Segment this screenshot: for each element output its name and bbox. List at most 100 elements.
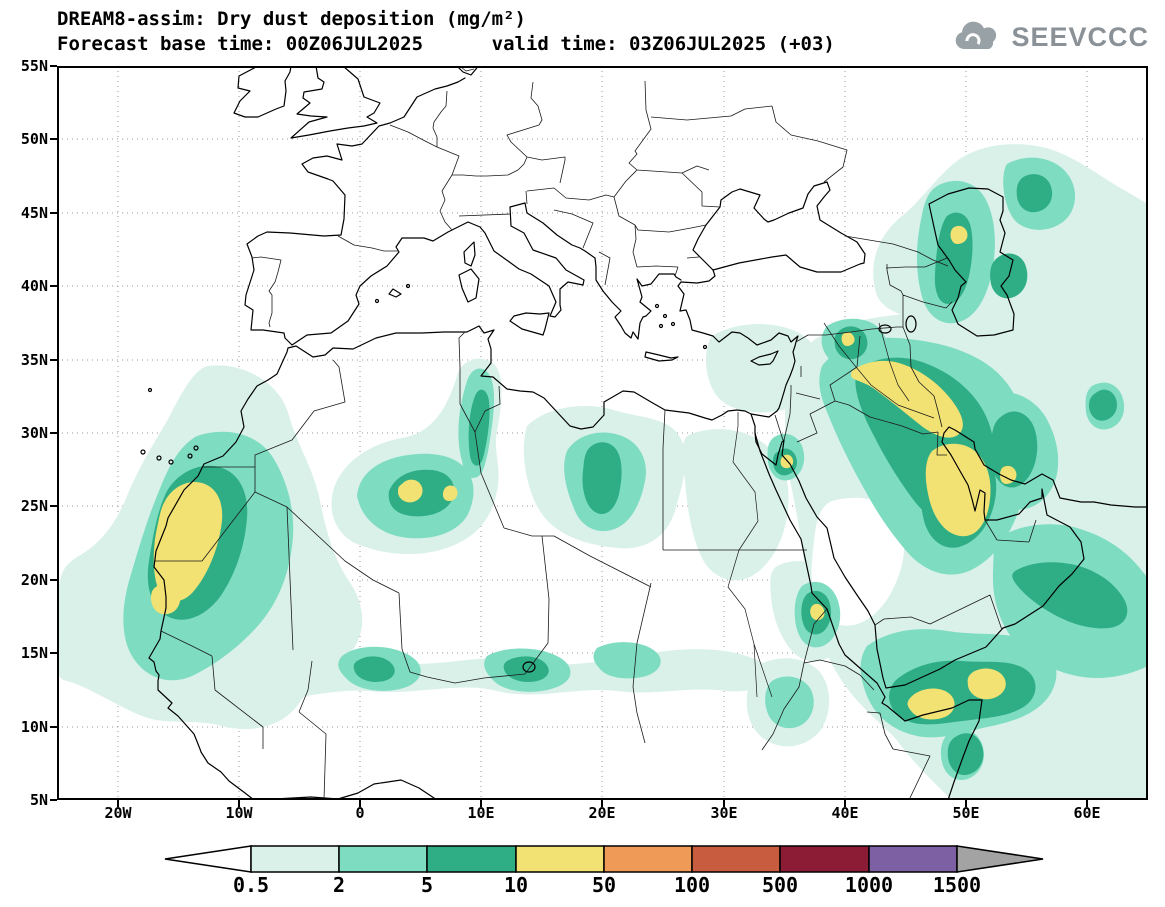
lake-urmia	[905, 315, 917, 333]
axis-tick	[965, 800, 967, 807]
island-mallorca	[388, 288, 402, 298]
coast-ireland	[233, 66, 292, 118]
axis-tick	[50, 65, 57, 67]
axis-tick	[601, 800, 603, 807]
axis-tick	[50, 359, 57, 361]
colorbar-segment	[426, 845, 517, 873]
axis-tick	[50, 652, 57, 654]
axis-tick	[359, 800, 361, 807]
coastlines	[140, 66, 1148, 800]
coast-sinai	[754, 432, 785, 466]
island-crete	[644, 351, 679, 362]
island-sardinia	[458, 268, 480, 303]
logo-text: SEEVCCC	[1011, 21, 1149, 52]
cloud-icon	[956, 21, 997, 49]
lon-label: 10W	[225, 804, 253, 822]
island-dot	[662, 313, 668, 319]
axis-tick	[50, 285, 57, 287]
lat-label: 10N	[20, 718, 48, 736]
island-cyprus	[750, 350, 779, 366]
colorbar	[164, 845, 1044, 873]
colorbar-segment	[691, 845, 781, 873]
lat-label: 15N	[20, 644, 48, 662]
page-title: DREAM8-assim: Dry dust deposition (mg/m²…	[57, 8, 526, 30]
island-dot	[654, 303, 660, 309]
coast-black-sea	[692, 181, 866, 273]
axis-tick	[50, 505, 57, 507]
coast-europe-atlantic-med	[244, 77, 682, 346]
island-dot	[147, 387, 153, 393]
island-dot	[670, 321, 676, 327]
lon-label: 10E	[467, 804, 495, 822]
country-borders	[154, 66, 1037, 800]
axis-tick	[844, 800, 846, 807]
coast-marmara	[680, 269, 716, 284]
map-canvas	[57, 66, 1148, 800]
borders-europe	[251, 66, 953, 328]
lat-label: 55N	[20, 57, 48, 75]
colorbar-segment	[603, 845, 693, 873]
lon-label: 60E	[1073, 804, 1101, 822]
axis-tick	[1086, 800, 1088, 807]
colorbar-tick-label: 5	[420, 873, 434, 897]
island-corsica	[463, 241, 476, 267]
axis-tick	[117, 800, 119, 807]
colorbar-arrow-right	[956, 845, 1044, 873]
colorbar-arrow-left	[164, 845, 252, 873]
lat-label: 20N	[20, 571, 48, 589]
lon-label: 20E	[588, 804, 616, 822]
colorbar-tick-label: 10	[503, 873, 529, 897]
coast-red-sea-west	[750, 413, 983, 800]
coast-britain	[290, 66, 381, 139]
lon-label: 20W	[104, 804, 132, 822]
logo: SEEVCCC	[952, 20, 1149, 54]
lat-label: 5N	[29, 791, 48, 809]
coast-turkey-levant-africa	[148, 281, 799, 800]
lat-label: 30N	[20, 424, 48, 442]
colorbar-segment	[779, 845, 870, 873]
lon-label: 40E	[831, 804, 859, 822]
lon-label: 0	[355, 804, 365, 822]
axis-tick	[238, 800, 240, 807]
axis-tick	[50, 212, 57, 214]
island-dot	[702, 344, 708, 350]
colorbar-tick-label: 0.5	[232, 873, 270, 897]
island-dot	[156, 455, 162, 461]
island-dot	[658, 323, 664, 329]
island-dot	[187, 453, 193, 459]
lat-label: 35N	[20, 351, 48, 369]
colorbar-segment	[515, 845, 605, 873]
lake-van	[878, 324, 892, 334]
lat-label: 40N	[20, 277, 48, 295]
island-dot	[140, 449, 146, 455]
island-sicily	[509, 312, 550, 336]
lat-label: 25N	[20, 497, 48, 515]
island-dot	[405, 283, 411, 289]
coast-gulf-of-guinea	[274, 779, 438, 800]
colorbar-tick-label: 50	[591, 873, 617, 897]
colorbar-tick-label: 1500	[932, 873, 982, 897]
borders-mideast-africa	[154, 326, 1037, 800]
axis-tick	[723, 800, 725, 807]
axis-tick	[50, 138, 57, 140]
colorbar-tick-label: 1000	[844, 873, 894, 897]
lake-chad	[522, 661, 536, 673]
colorbar-segment	[250, 845, 340, 873]
colorbar-segment	[338, 845, 428, 873]
island-dot	[374, 298, 380, 304]
lon-label: 30E	[710, 804, 738, 822]
axis-tick	[50, 579, 57, 581]
coast-arabia	[781, 426, 1148, 689]
forecast-times-line: Forecast base time: 00Z06JUL2025 valid t…	[57, 33, 835, 55]
rivers	[727, 322, 935, 698]
lon-label: 50E	[952, 804, 980, 822]
island-dot	[193, 445, 199, 451]
lat-label: 45N	[20, 204, 48, 222]
island-dot	[168, 459, 174, 465]
lat-label: 50N	[20, 130, 48, 148]
axis-tick	[50, 726, 57, 728]
map-frame	[57, 66, 1148, 800]
coast-caspian	[928, 187, 1015, 337]
colorbar-tick-label: 100	[673, 873, 711, 897]
